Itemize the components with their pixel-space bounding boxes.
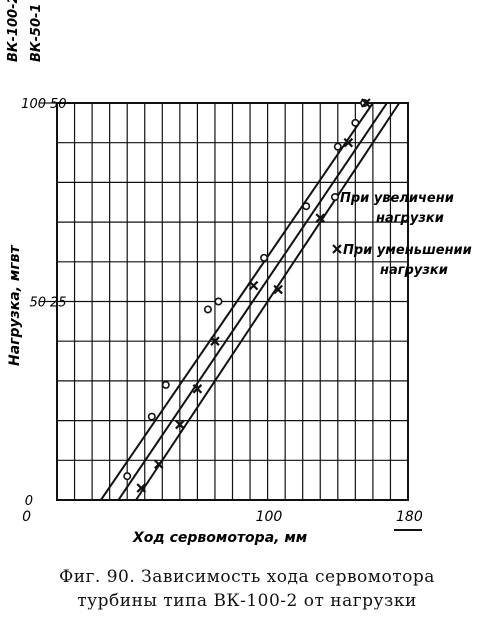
y-group-label-vk50: ВК-50-1 — [29, 4, 44, 62]
x-tick-label: 180 — [396, 509, 423, 525]
data-point-increase — [333, 142, 342, 151]
cross-stroke — [343, 137, 354, 148]
data-point-decrease — [154, 459, 164, 470]
data-point-decrease — [361, 98, 371, 108]
axes — [56, 102, 409, 501]
fit-lines — [100, 102, 401, 501]
x-tick-label: 0 — [22, 509, 31, 525]
y-tick-label-vk100: 0 — [25, 494, 33, 509]
data-point-increase — [123, 472, 132, 481]
data-point-increase — [161, 380, 170, 389]
data-point-increase — [147, 412, 156, 421]
cross-stroke — [315, 213, 326, 223]
cross-stroke — [136, 483, 147, 493]
data-point-decrease — [210, 336, 220, 346]
legend-increase-line2: нагрузки — [376, 211, 444, 226]
cross-stroke — [192, 384, 203, 394]
y-tick-label-vk100: 50 — [29, 296, 46, 311]
cross-stroke — [361, 98, 371, 108]
legend-markers — [330, 193, 342, 254]
cross-stroke — [175, 419, 185, 430]
data-point-increase — [351, 118, 360, 127]
data-point-decrease — [248, 280, 259, 291]
cross-stroke — [248, 280, 259, 291]
y-tick-label-vk50: 25 — [50, 296, 67, 311]
data-point-increase — [214, 297, 223, 306]
cross-stroke — [332, 244, 342, 254]
data-point-decrease — [315, 213, 326, 223]
data-point-increase — [302, 202, 311, 211]
cross-stroke — [210, 336, 220, 346]
data-point-decrease — [343, 137, 354, 148]
fit-line — [100, 102, 374, 501]
fit-line — [117, 102, 388, 501]
legend-decrease-line1: При уменьшении — [343, 243, 472, 258]
fit-line — [135, 102, 401, 501]
data-point-decrease — [175, 419, 185, 430]
chart: 0 100 180 0 50 100 25 50 ВК-100-2 ВК-50-1 Нагру… — [6, 0, 472, 546]
x-tick-label: 100 — [256, 509, 283, 525]
data-point-increase — [260, 253, 269, 262]
y-group-label-vk100: ВК-100-2 — [6, 0, 21, 62]
data-point-increase — [203, 305, 212, 314]
data-point-decrease — [273, 284, 283, 295]
data-points — [123, 98, 371, 493]
x-axis-label: Ход сервомотора, мм — [132, 530, 307, 546]
cross-stroke — [154, 459, 164, 470]
legend-increase-line1: При увеличени — [340, 191, 454, 206]
y-tick-label-vk50: 50 — [50, 97, 67, 112]
data-point-decrease — [136, 483, 147, 493]
y-axis-label: Нагрузка, мгвт — [7, 244, 23, 366]
legend-marker-cross — [332, 244, 342, 254]
cross-stroke — [273, 284, 283, 295]
tick-labels: 0 100 180 0 50 100 25 50 — [21, 97, 423, 531]
grid — [57, 103, 408, 500]
legend-decrease-line2: нагрузки — [380, 263, 448, 278]
y-tick-label-vk100: 100 — [21, 97, 46, 112]
figure-caption-line2: турбины типа ВК-100-2 от нагрузки — [77, 591, 417, 611]
chart-labels: ВК-100-2 ВК-50-1 Нагрузка, мгвт Ход серв… — [6, 0, 472, 546]
data-point-decrease — [192, 384, 203, 394]
plot-frame — [56, 102, 409, 501]
legend-marker-circle — [330, 193, 339, 202]
figure-caption-line1: Фиг. 90. Зависимость хода сервомотора — [59, 567, 435, 587]
